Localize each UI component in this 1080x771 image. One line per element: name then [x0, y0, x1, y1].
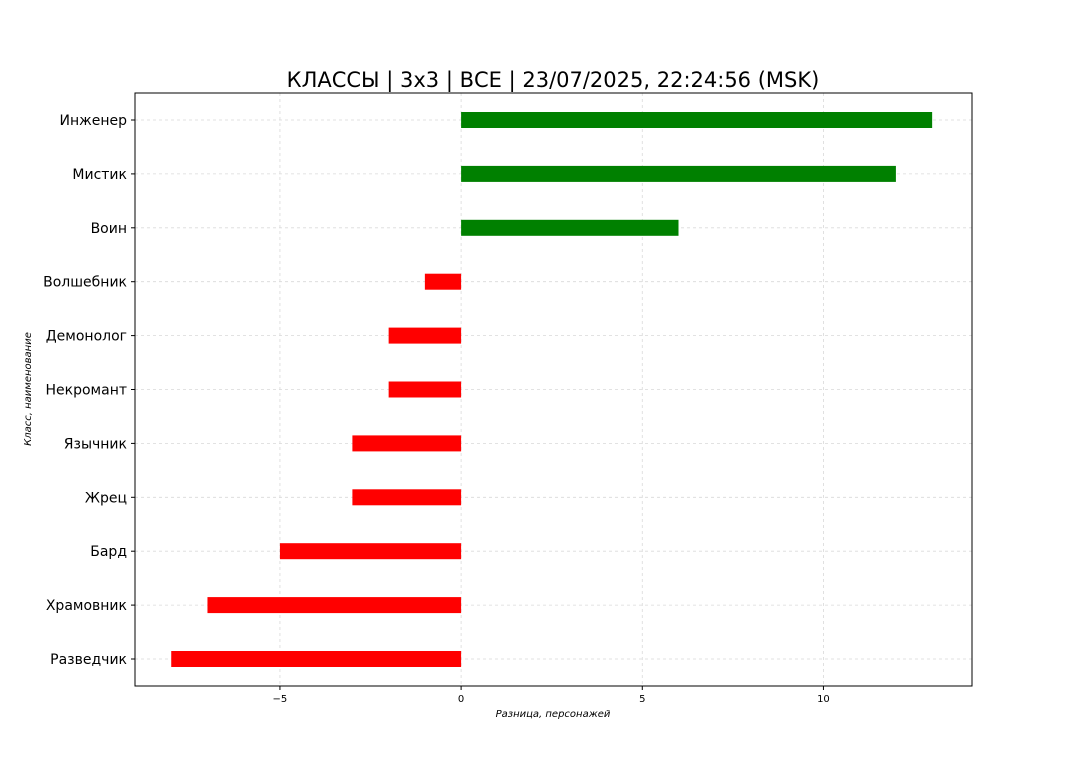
y-tick-label: Разведчик	[50, 652, 127, 668]
y-tick-label: Волшебник	[43, 275, 127, 291]
y-tick-label: Воин	[91, 221, 127, 237]
x-axis: −5 0 5 10	[273, 686, 830, 705]
bar	[461, 112, 933, 128]
bar	[388, 327, 462, 344]
bar	[352, 489, 462, 506]
y-tick-label: Некромант	[46, 383, 128, 399]
y-tick-label: Инженер	[59, 113, 127, 129]
x-axis-label: Разница, персонажей	[496, 709, 611, 720]
bar-group	[171, 112, 933, 667]
y-tick-label: Язычник	[64, 436, 127, 452]
x-tick-label: −5	[273, 694, 288, 705]
y-axis: Инженер Мистик Воин Волшебник Демонолог Некро…	[43, 113, 135, 668]
bar	[461, 165, 896, 182]
bar	[207, 597, 462, 614]
x-tick-label: 10	[817, 694, 830, 705]
bar	[461, 219, 679, 236]
bar	[279, 543, 462, 560]
x-tick-label: 0	[458, 694, 464, 705]
bar	[352, 435, 462, 452]
y-tick-label: Бард	[90, 544, 127, 560]
y-tick-label: Жрец	[85, 490, 127, 506]
y-axis-label: Класс, наименование	[23, 332, 34, 446]
y-tick-label: Мистик	[72, 167, 127, 183]
chart-title: КЛАССЫ | 3х3 | ВСЕ | 23/07/2025, 22:24:5…	[287, 68, 820, 93]
x-tick-label: 5	[639, 694, 645, 705]
y-tick-label: Демонолог	[46, 329, 127, 345]
bar	[388, 381, 462, 398]
y-tick-label: Храмовник	[46, 598, 127, 614]
bar	[424, 273, 462, 290]
bar	[171, 651, 462, 667]
